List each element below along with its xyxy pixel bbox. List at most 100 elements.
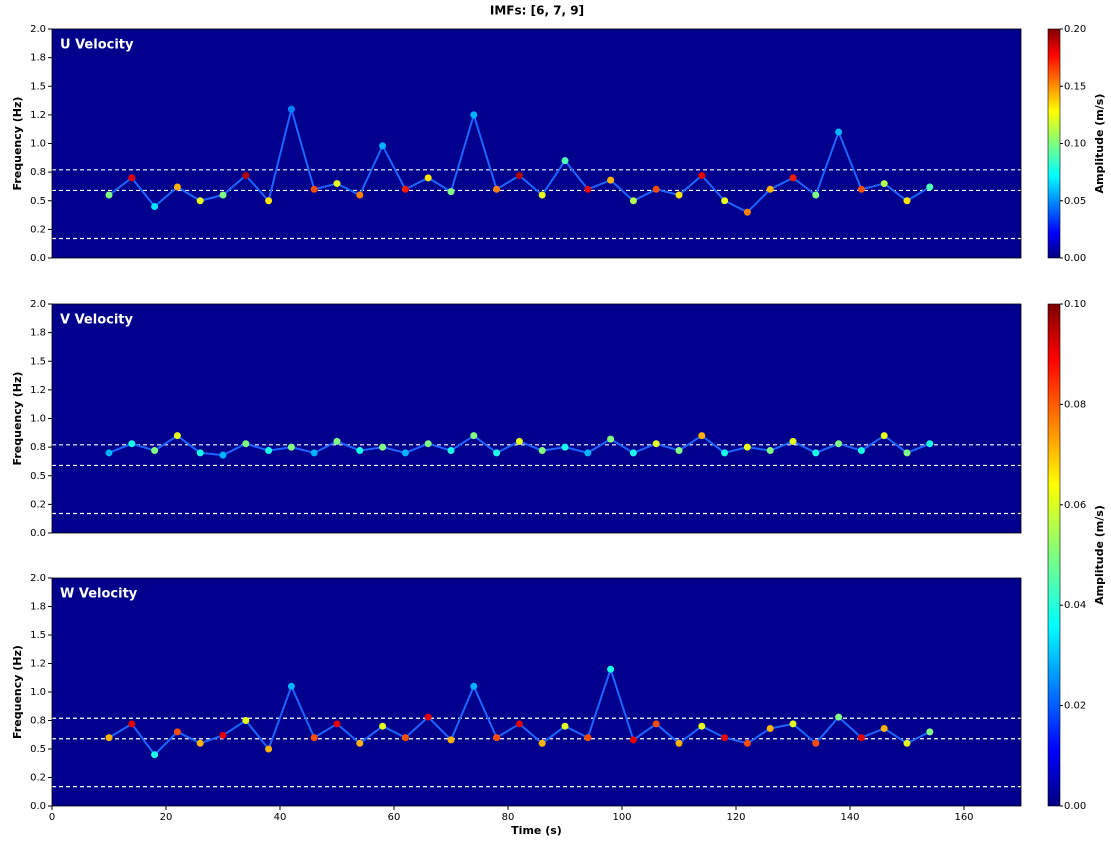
spectrum-point: [265, 746, 272, 753]
spectrum-point: [128, 720, 135, 727]
y-tick-label: 1.5: [30, 356, 46, 367]
spectrum-point: [425, 440, 432, 447]
y-axis-label: Frequency (Hz): [11, 645, 24, 739]
spectrum-point: [174, 728, 181, 735]
spectrum-point: [356, 447, 363, 454]
y-tick-label: 0.2: [30, 773, 46, 784]
spectrum-point: [904, 197, 911, 204]
spectrum-point: [425, 174, 432, 181]
x-tick-label: 140: [840, 812, 859, 823]
spectrum-point: [721, 449, 728, 456]
y-tick-label: 1.2: [30, 659, 46, 670]
spectrum-point: [539, 740, 546, 747]
panel-label: W Velocity: [60, 587, 138, 602]
spectrum-point: [151, 751, 158, 758]
y-tick-label: 1.8: [30, 328, 46, 339]
chart: IMFs: [6, 7, 9] 0.00.20.50.81.01.21.51.8…: [0, 0, 1111, 840]
y-tick-label: 0.0: [30, 253, 46, 264]
spectrum-point: [470, 111, 477, 118]
colorbar-tick-label: 0.06: [1064, 500, 1086, 511]
y-tick-label: 0.2: [30, 224, 46, 235]
x-tick-label: 160: [954, 812, 973, 823]
spectrum-point: [379, 142, 386, 149]
spectrum-point: [698, 723, 705, 730]
spectrum-point: [493, 734, 500, 741]
spectrum-point: [562, 723, 569, 730]
plot-background: [52, 578, 1021, 806]
y-tick-label: 0.8: [30, 716, 46, 727]
spectrum-point: [926, 184, 933, 191]
spectrum-point: [151, 203, 158, 210]
colorbar-tick-label: 0.05: [1064, 196, 1086, 207]
y-axis-label: Frequency (Hz): [11, 372, 24, 466]
x-axis-label: Time (s): [511, 824, 562, 837]
spectrum-point: [904, 449, 911, 456]
y-tick-label: 1.0: [30, 414, 46, 425]
spectrum-point: [858, 447, 865, 454]
x-tick-label: 0: [49, 812, 55, 823]
spectrum-point: [835, 714, 842, 721]
spectrum-point: [242, 717, 249, 724]
spectrum-point: [676, 192, 683, 199]
spectrum-point: [425, 714, 432, 721]
spectrum-point: [562, 444, 569, 451]
colorbar-label: Amplitude (m/s): [1093, 94, 1106, 194]
y-tick-label: 1.5: [30, 81, 46, 92]
spectrum-point: [106, 734, 113, 741]
spectrum-point: [721, 734, 728, 741]
spectrum-point: [904, 740, 911, 747]
spectrum-point: [334, 438, 341, 445]
y-tick-label: 0.8: [30, 167, 46, 178]
spectrum-point: [858, 186, 865, 193]
spectrum-point: [881, 725, 888, 732]
spectrum-point: [516, 720, 523, 727]
spectrum-point: [470, 683, 477, 690]
spectrum-point: [539, 192, 546, 199]
spectrum-point: [584, 449, 591, 456]
y-tick-label: 1.5: [30, 630, 46, 641]
y-tick-label: 1.8: [30, 602, 46, 613]
spectrum-point: [790, 174, 797, 181]
spectrum-point: [334, 180, 341, 187]
spectrum-point: [242, 172, 249, 179]
spectrum-point: [653, 186, 660, 193]
colorbar-tick-label: 0.10: [1064, 299, 1086, 310]
colorbar-tick-label: 0.15: [1064, 81, 1086, 92]
spectrum-point: [676, 447, 683, 454]
spectrum-point: [858, 734, 865, 741]
spectrum-point: [493, 449, 500, 456]
spectrum-point: [288, 683, 295, 690]
spectrum-point: [448, 447, 455, 454]
spectrum-point: [311, 449, 318, 456]
y-tick-label: 1.0: [30, 139, 46, 150]
spectrum-point: [448, 736, 455, 743]
spectrum-point: [151, 447, 158, 454]
spectrum-point: [881, 180, 888, 187]
spectrum-point: [744, 209, 751, 216]
colorbar: [1048, 304, 1060, 806]
spectrum-point: [288, 444, 295, 451]
spectrum-point: [493, 186, 500, 193]
spectrum-point: [653, 440, 660, 447]
spectrum-point: [607, 436, 614, 443]
y-tick-label: 0.0: [30, 801, 46, 812]
spectrum-point: [265, 447, 272, 454]
spectrum-point: [516, 438, 523, 445]
x-tick-label: 100: [612, 812, 631, 823]
chart-title: IMFs: [6, 7, 9]: [490, 4, 584, 18]
spectrum-point: [402, 186, 409, 193]
x-tick-label: 120: [726, 812, 745, 823]
spectrum-point: [584, 186, 591, 193]
spectrum-point: [653, 720, 660, 727]
spectrum-point: [311, 186, 318, 193]
colorbar-tick-label: 0.00: [1064, 253, 1086, 264]
spectrum-point: [721, 197, 728, 204]
spectrum-point: [197, 197, 204, 204]
colorbar-label: Amplitude (m/s): [1093, 505, 1106, 605]
spectrum-point: [835, 129, 842, 136]
spectrum-point: [630, 736, 637, 743]
colorbar: [1048, 29, 1060, 258]
spectrum-point: [470, 432, 477, 439]
y-tick-label: 2.0: [30, 299, 46, 310]
y-tick-label: 1.8: [30, 53, 46, 64]
